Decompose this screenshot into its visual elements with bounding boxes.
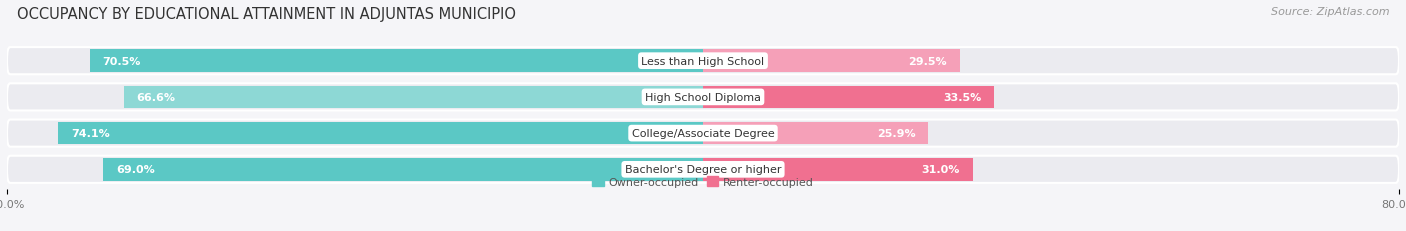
Legend: Owner-occupied, Renter-occupied: Owner-occupied, Renter-occupied [588, 172, 818, 191]
Text: 66.6%: 66.6% [136, 92, 176, 103]
Text: 33.5%: 33.5% [943, 92, 981, 103]
Text: 29.5%: 29.5% [908, 56, 946, 66]
Bar [124, 86, 703, 109]
Bar [703, 122, 928, 145]
Text: 31.0%: 31.0% [921, 165, 960, 175]
Bar [90, 50, 703, 73]
Text: Bachelor's Degree or higher: Bachelor's Degree or higher [624, 165, 782, 175]
Text: 25.9%: 25.9% [877, 128, 915, 139]
Bar [703, 50, 960, 73]
FancyBboxPatch shape [7, 156, 1399, 183]
Text: Source: ZipAtlas.com: Source: ZipAtlas.com [1271, 7, 1389, 17]
Text: OCCUPANCY BY EDUCATIONAL ATTAINMENT IN ADJUNTAS MUNICIPIO: OCCUPANCY BY EDUCATIONAL ATTAINMENT IN A… [17, 7, 516, 22]
FancyBboxPatch shape [7, 48, 1399, 75]
FancyBboxPatch shape [7, 120, 1399, 147]
Text: 70.5%: 70.5% [103, 56, 141, 66]
Text: 69.0%: 69.0% [115, 165, 155, 175]
Text: College/Associate Degree: College/Associate Degree [631, 128, 775, 139]
Text: 74.1%: 74.1% [72, 128, 110, 139]
Text: Less than High School: Less than High School [641, 56, 765, 66]
Bar [59, 122, 703, 145]
FancyBboxPatch shape [7, 84, 1399, 111]
Bar [703, 158, 973, 181]
Bar [703, 86, 994, 109]
Text: High School Diploma: High School Diploma [645, 92, 761, 103]
Bar [103, 158, 703, 181]
